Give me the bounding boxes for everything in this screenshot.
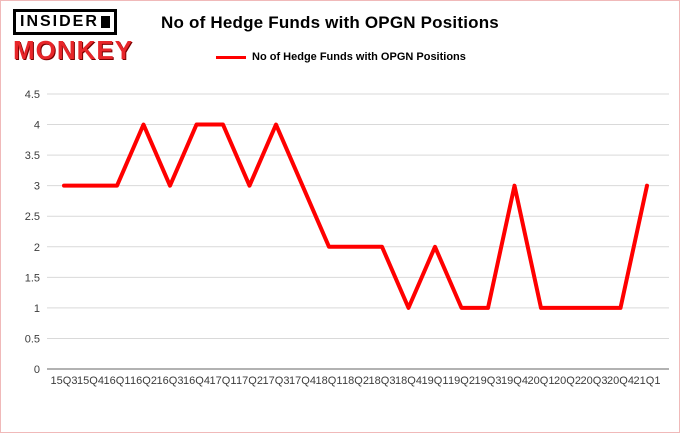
svg-text:1: 1 [34,303,40,315]
svg-text:20Q4: 20Q4 [607,375,634,387]
svg-text:20Q3: 20Q3 [581,375,608,387]
svg-text:0.5: 0.5 [25,333,40,345]
svg-text:19Q3: 19Q3 [475,375,502,387]
svg-text:3: 3 [34,181,40,193]
svg-text:20Q2: 20Q2 [554,375,581,387]
svg-text:20Q1: 20Q1 [528,375,555,387]
svg-text:18Q2: 18Q2 [342,375,369,387]
svg-text:17Q3: 17Q3 [263,375,290,387]
legend-label: No of Hedge Funds with OPGN Positions [252,51,466,63]
svg-text:16Q2: 16Q2 [130,375,157,387]
svg-text:18Q4: 18Q4 [395,375,422,387]
svg-text:15Q3: 15Q3 [51,375,78,387]
chart-title: No of Hedge Funds with OPGN Positions [161,13,499,32]
svg-text:2.5: 2.5 [25,211,40,223]
svg-text:17Q4: 17Q4 [289,375,316,387]
svg-text:17Q1: 17Q1 [210,375,237,387]
svg-text:18Q3: 18Q3 [369,375,396,387]
svg-text:1.5: 1.5 [25,272,40,284]
svg-text:4.5: 4.5 [25,89,40,101]
svg-text:19Q2: 19Q2 [448,375,475,387]
header: No of Hedge Funds with OPGN Positions No… [161,13,499,63]
svg-text:19Q1: 19Q1 [422,375,449,387]
logo-insider-text: INSIDER [13,9,117,35]
svg-text:16Q3: 16Q3 [157,375,184,387]
svg-text:17Q2: 17Q2 [236,375,263,387]
svg-text:4: 4 [34,120,40,132]
logo-monkey-text: MONKEY [13,35,134,65]
svg-text:15Q4: 15Q4 [77,375,104,387]
svg-text:21Q1: 21Q1 [634,375,661,387]
legend-line-swatch [216,55,246,59]
svg-text:3.5: 3.5 [25,150,40,162]
svg-text:19Q4: 19Q4 [501,375,528,387]
svg-text:18Q1: 18Q1 [316,375,343,387]
insider-monkey-logo: INSIDER MONKEY [13,9,133,63]
svg-text:16Q1: 16Q1 [104,375,131,387]
svg-text:0: 0 [34,364,40,376]
svg-text:2: 2 [34,242,40,254]
svg-text:16Q4: 16Q4 [183,375,210,387]
chart-legend: No of Hedge Funds with OPGN Positions [216,51,499,63]
